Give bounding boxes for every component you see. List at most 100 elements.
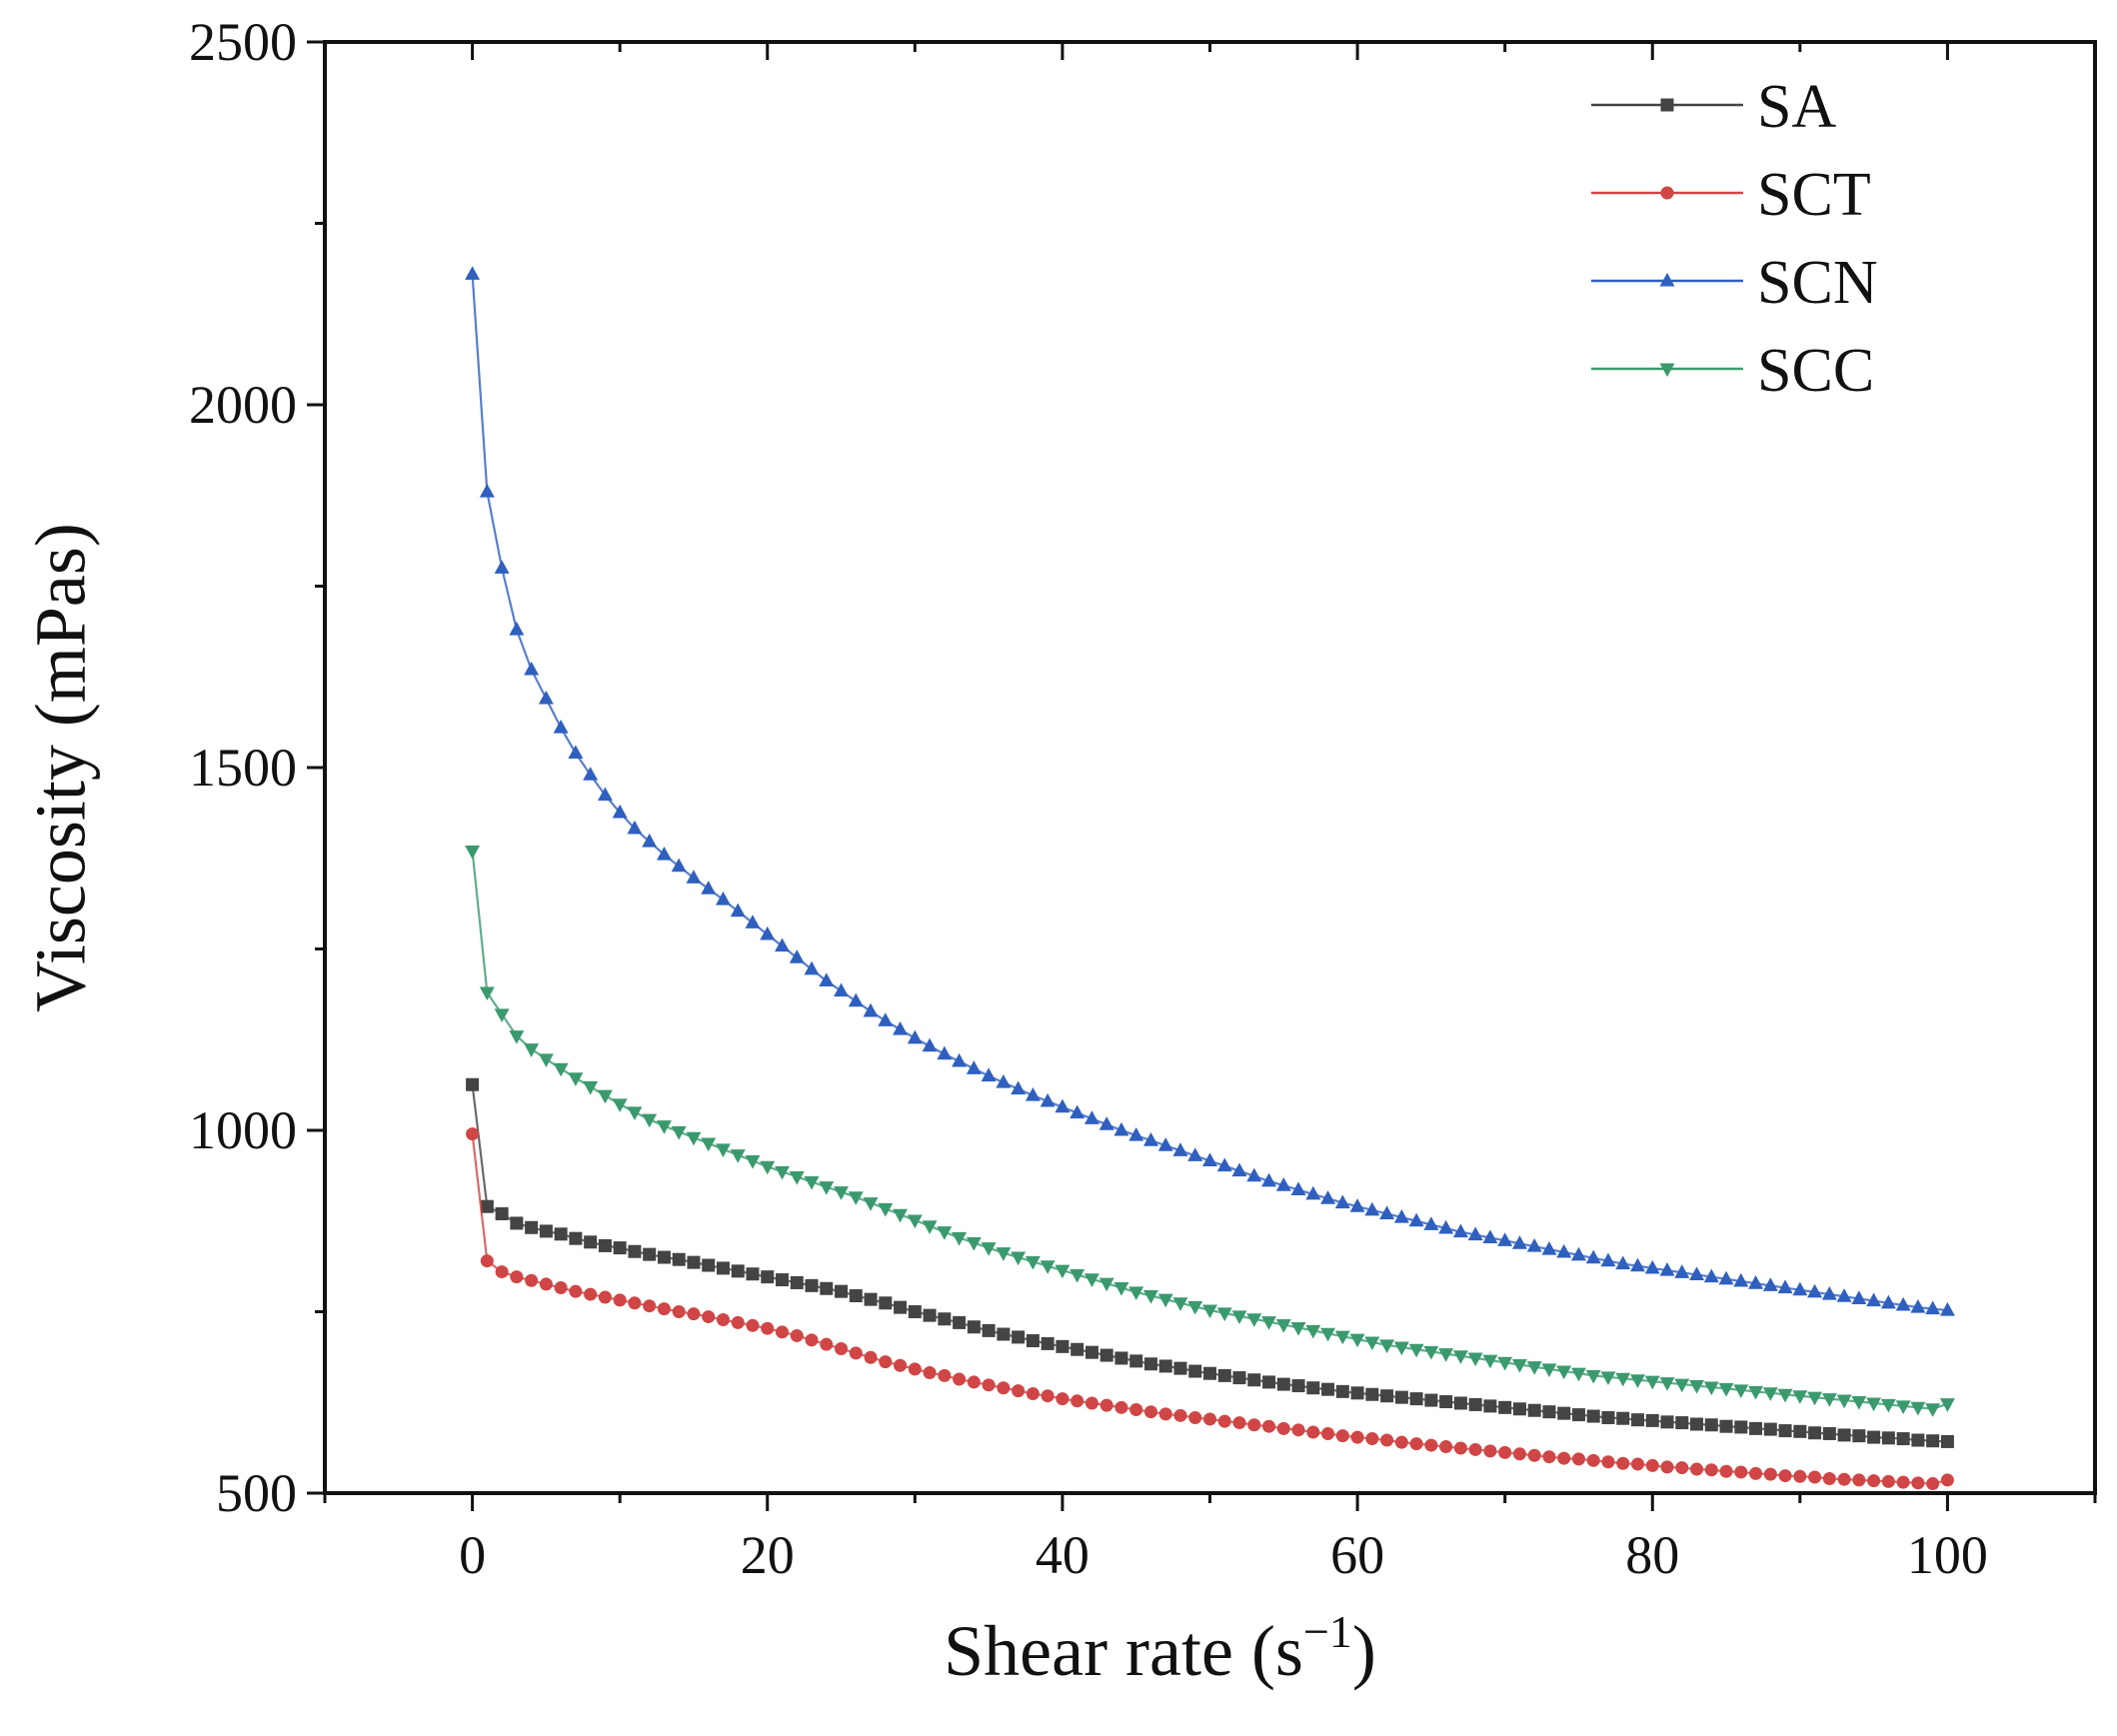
legend: SA SCT SCN SCC <box>1591 73 1878 405</box>
data-point-sct <box>1911 1476 1925 1490</box>
data-point-scc <box>775 1165 790 1180</box>
data-point-scc <box>1305 1324 1321 1339</box>
data-point-scc <box>701 1137 717 1152</box>
data-point-sa <box>1158 1359 1172 1373</box>
data-point-scc <box>1674 1378 1690 1393</box>
data-point-sct <box>466 1127 480 1141</box>
data-point-sa <box>1734 1420 1748 1434</box>
data-point-scn <box>524 661 540 676</box>
data-point-scn <box>1541 1240 1557 1255</box>
series-sct <box>466 1127 1954 1491</box>
data-point-sa <box>1188 1364 1202 1378</box>
data-point-sct <box>820 1337 834 1351</box>
data-point-sa <box>1557 1406 1571 1420</box>
data-point-sct <box>967 1375 981 1389</box>
data-point-sa <box>776 1273 790 1287</box>
data-point-sct <box>687 1307 701 1321</box>
data-point-sa <box>1350 1386 1364 1400</box>
data-point-sa <box>1586 1409 1600 1423</box>
data-point-sa <box>1483 1399 1497 1413</box>
data-point-sa <box>1099 1348 1113 1362</box>
data-point-sct <box>1188 1410 1202 1424</box>
data-point-scn <box>1379 1205 1395 1220</box>
legend-marker-sct <box>1660 186 1674 200</box>
data-point-sa <box>657 1250 671 1264</box>
data-point-scn <box>1511 1235 1527 1249</box>
y-axis-ticks: 500 1000 1500 2000 2500 <box>189 12 325 1523</box>
data-point-scc <box>1098 1277 1114 1292</box>
data-point-scn <box>1777 1279 1793 1294</box>
data-point-sa <box>1616 1411 1630 1425</box>
data-point-sct <box>1926 1477 1940 1491</box>
data-point-sct <box>1630 1457 1644 1471</box>
data-point-scc <box>1083 1273 1099 1287</box>
data-point-scn <box>686 869 702 883</box>
data-point-sct <box>1734 1465 1748 1479</box>
data-point-sa <box>1114 1351 1128 1365</box>
data-point-scc <box>1393 1341 1409 1356</box>
data-point-scn <box>1526 1238 1542 1252</box>
data-point-scc <box>1851 1395 1867 1410</box>
data-point-scc <box>1777 1388 1793 1403</box>
data-point-sct <box>835 1342 849 1356</box>
data-point-scn <box>1497 1232 1513 1246</box>
data-point-sa <box>525 1220 539 1234</box>
data-point-sct <box>790 1328 804 1342</box>
data-point-scn <box>1113 1121 1129 1136</box>
data-point-sct <box>1143 1405 1157 1419</box>
data-point-scn <box>1055 1098 1070 1113</box>
data-point-scc <box>1762 1387 1778 1401</box>
data-point-sct <box>997 1381 1011 1395</box>
data-point-sct <box>1114 1400 1128 1414</box>
data-point-sa <box>1512 1402 1526 1416</box>
data-point-scn <box>745 914 761 928</box>
data-point-scc <box>1497 1356 1513 1371</box>
data-point-scn <box>1083 1110 1099 1124</box>
data-point-scn <box>1202 1152 1217 1167</box>
data-point-sct <box>480 1254 494 1268</box>
data-point-sct <box>1557 1451 1571 1465</box>
data-point-scc <box>524 1043 540 1057</box>
data-point-sa <box>1852 1429 1866 1443</box>
legend-marker-sa <box>1660 98 1674 112</box>
data-point-sct <box>776 1325 790 1339</box>
data-point-scn <box>1423 1216 1439 1230</box>
data-point-scc <box>642 1113 658 1128</box>
data-point-scn <box>1718 1270 1734 1285</box>
series-scc <box>465 845 1955 1417</box>
data-point-sa <box>1084 1345 1098 1359</box>
data-point-sct <box>1808 1470 1822 1484</box>
data-point-sa <box>1763 1422 1777 1436</box>
data-point-sa <box>628 1244 642 1258</box>
data-point-scn <box>465 266 481 280</box>
data-point-scn <box>1467 1226 1483 1241</box>
data-point-sa <box>1867 1430 1881 1444</box>
data-point-scn <box>1128 1126 1144 1141</box>
data-point-scn <box>1674 1264 1690 1278</box>
data-point-sa <box>1070 1342 1084 1356</box>
data-point-scc <box>1069 1268 1085 1283</box>
data-point-scc <box>966 1237 982 1251</box>
data-point-sa <box>1276 1377 1290 1391</box>
data-point-sct <box>1026 1387 1040 1401</box>
data-point-sct <box>1749 1466 1763 1480</box>
series-scn <box>465 266 1955 1316</box>
data-point-sa <box>1690 1417 1704 1431</box>
data-point-sct <box>1542 1450 1556 1464</box>
data-point-scn <box>1069 1104 1085 1119</box>
data-point-sa <box>613 1241 627 1255</box>
data-point-sa <box>1719 1419 1733 1433</box>
data-point-scc <box>1231 1310 1247 1324</box>
data-point-scc <box>1836 1394 1852 1409</box>
data-point-scn <box>1246 1167 1262 1182</box>
data-point-sa <box>510 1216 524 1230</box>
data-point-sct <box>525 1273 539 1287</box>
x-tick-label: 100 <box>1907 1525 1988 1585</box>
data-point-sct <box>1365 1432 1379 1446</box>
data-point-sct <box>672 1305 686 1318</box>
data-point-sa <box>908 1305 922 1318</box>
data-point-scc <box>1290 1321 1306 1336</box>
data-point-scc <box>1644 1375 1660 1390</box>
data-point-sct <box>1616 1456 1630 1470</box>
data-point-sa <box>1527 1403 1541 1417</box>
